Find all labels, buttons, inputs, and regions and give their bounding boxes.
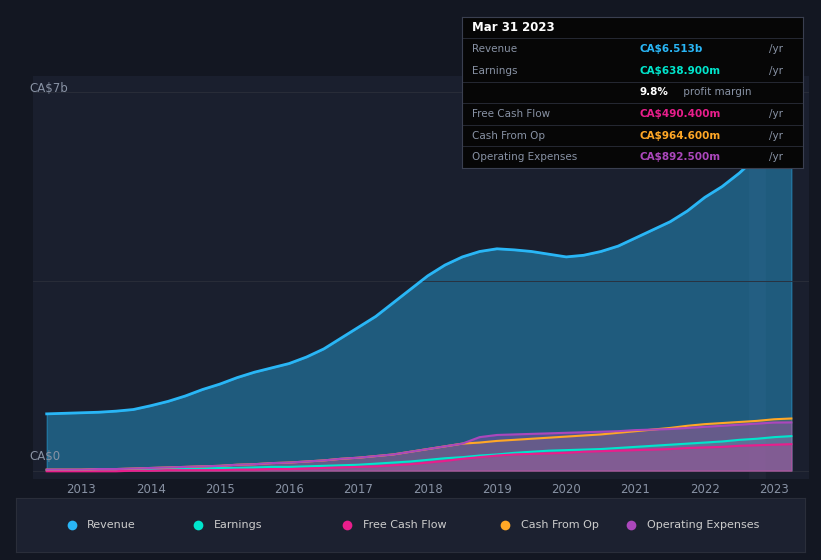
Text: Free Cash Flow: Free Cash Flow	[363, 520, 447, 530]
Text: /yr: /yr	[769, 66, 783, 76]
Text: Revenue: Revenue	[87, 520, 136, 530]
Text: /yr: /yr	[769, 152, 783, 162]
Text: 9.8%: 9.8%	[640, 87, 668, 97]
Text: Earnings: Earnings	[213, 520, 262, 530]
Text: CA$964.600m: CA$964.600m	[640, 130, 721, 141]
Text: CA$6.513b: CA$6.513b	[640, 44, 703, 54]
Text: CA$892.500m: CA$892.500m	[640, 152, 721, 162]
Text: CA$490.400m: CA$490.400m	[640, 109, 721, 119]
Text: /yr: /yr	[769, 109, 783, 119]
Text: CA$7b: CA$7b	[29, 82, 67, 95]
Text: /yr: /yr	[769, 130, 783, 141]
Text: Earnings: Earnings	[472, 66, 518, 76]
Text: Cash From Op: Cash From Op	[521, 520, 599, 530]
Text: Operating Expenses: Operating Expenses	[647, 520, 759, 530]
Text: Mar 31 2023: Mar 31 2023	[472, 21, 555, 34]
Text: profit margin: profit margin	[681, 87, 752, 97]
Text: Free Cash Flow: Free Cash Flow	[472, 109, 551, 119]
Text: Revenue: Revenue	[472, 44, 517, 54]
Text: Cash From Op: Cash From Op	[472, 130, 545, 141]
Text: /yr: /yr	[769, 44, 783, 54]
Text: Operating Expenses: Operating Expenses	[472, 152, 578, 162]
Text: CA$0: CA$0	[29, 450, 60, 463]
Text: CA$638.900m: CA$638.900m	[640, 66, 721, 76]
